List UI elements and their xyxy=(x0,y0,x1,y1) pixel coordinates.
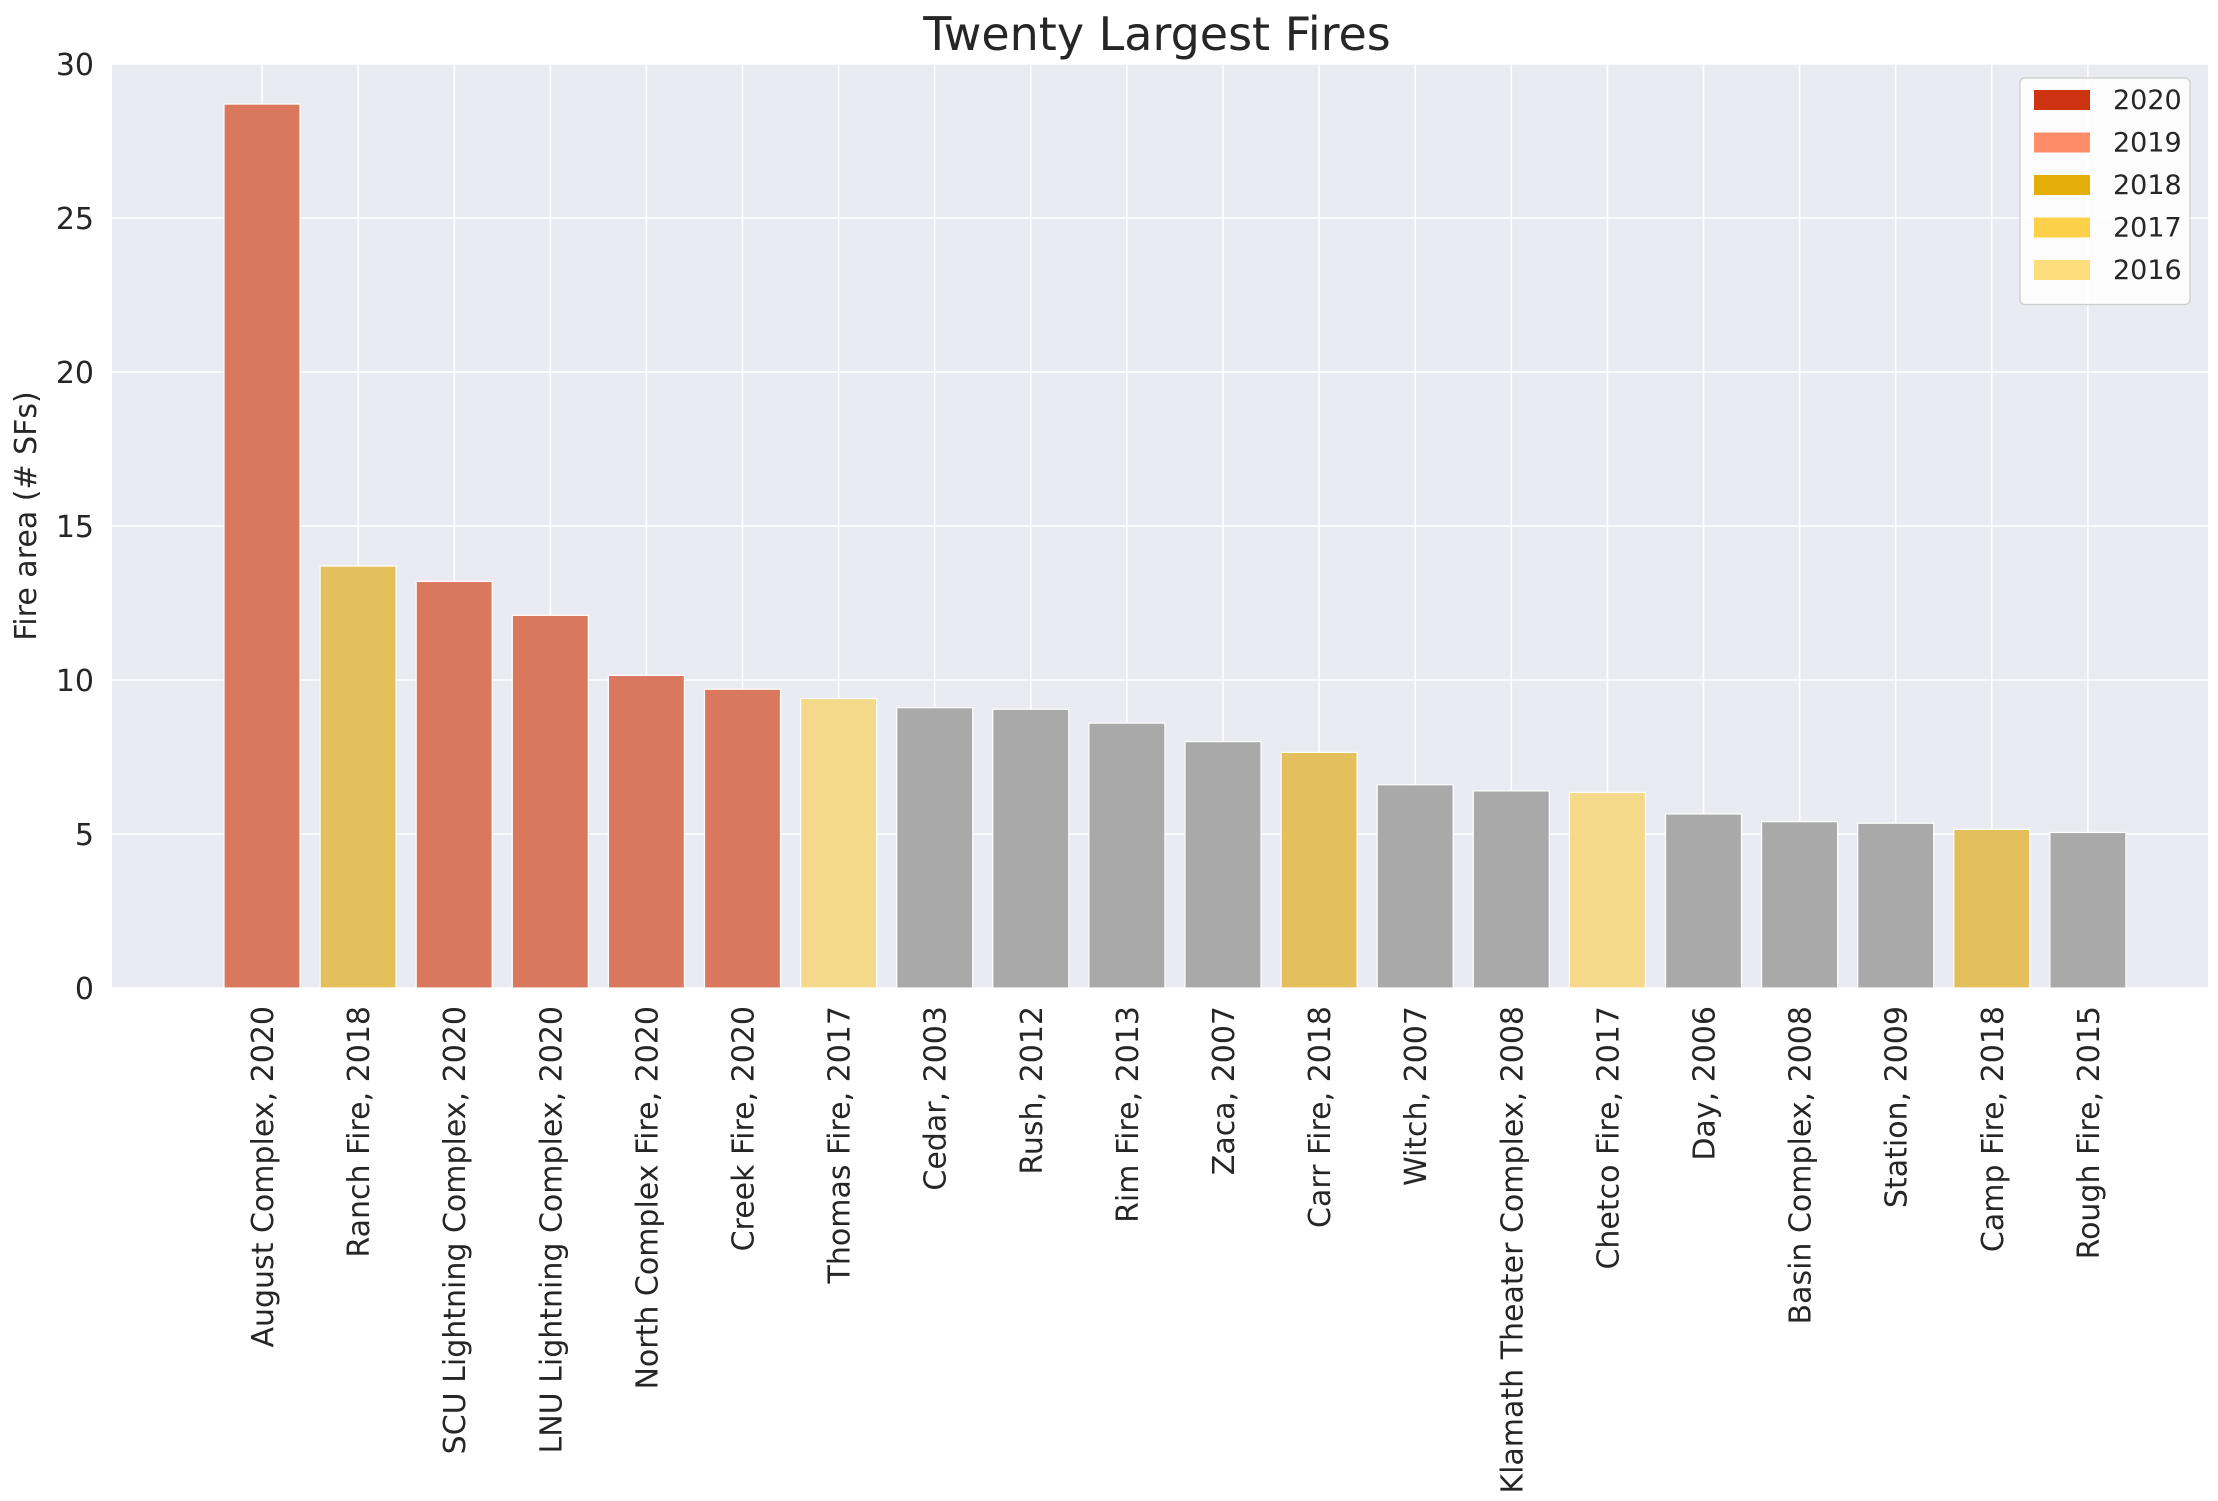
bar xyxy=(896,707,974,989)
bar xyxy=(1472,790,1550,989)
x-tick-label: North Complex Fire, 2020 xyxy=(630,1006,665,1390)
legend-swatch xyxy=(2034,260,2090,280)
bar xyxy=(799,697,878,989)
x-tick-label: Zaca, 2007 xyxy=(1207,1006,1242,1175)
x-tick-label: Chetco Fire, 2017 xyxy=(1591,1006,1626,1270)
y-tick-label: 0 xyxy=(75,972,94,1007)
bar xyxy=(511,614,589,989)
y-tick-label: 15 xyxy=(56,510,94,545)
y-tick-label: 20 xyxy=(56,356,94,391)
legend-label: 2019 xyxy=(2113,128,2182,159)
x-tick-label: Station, 2009 xyxy=(1880,1006,1915,1208)
x-tick-label: Camp Fire, 2018 xyxy=(1976,1006,2011,1252)
bar xyxy=(607,674,686,989)
bar xyxy=(1953,828,2031,989)
legend: 2020 2019 2018 2017 2016 xyxy=(2019,77,2191,306)
bar xyxy=(319,565,397,989)
x-axis-ticks: August Complex, 2020 Ranch Fire, 2018 SCU … xyxy=(246,1006,2107,1494)
bar xyxy=(2049,831,2127,989)
bar xyxy=(1280,751,1358,989)
chart-title: Twenty Largest Fires xyxy=(922,7,1391,61)
legend-label: 2018 xyxy=(2113,170,2182,201)
x-tick-label: SCU Lightning Complex, 2020 xyxy=(438,1006,473,1454)
y-tick-label: 5 xyxy=(75,818,94,853)
x-tick-label: Creek Fire, 2020 xyxy=(727,1006,762,1251)
y-tick-label: 25 xyxy=(56,202,94,237)
x-tick-label: Rough Fire, 2015 xyxy=(2072,1006,2107,1259)
legend-swatch xyxy=(2034,90,2090,110)
bar xyxy=(1376,784,1454,989)
x-tick-label: Rush, 2012 xyxy=(1015,1006,1050,1175)
bar xyxy=(703,688,782,989)
legend-label: 2020 xyxy=(2113,85,2182,116)
bar xyxy=(1088,722,1166,989)
x-tick-label: August Complex, 2020 xyxy=(246,1006,281,1348)
bar xyxy=(1857,822,1935,989)
y-tick-label: 10 xyxy=(56,664,94,699)
x-tick-label: Day, 2006 xyxy=(1688,1006,1723,1161)
legend-swatch xyxy=(2034,217,2090,238)
y-axis-ticks: 0 5 10 15 20 25 30 xyxy=(56,48,94,1007)
x-tick-label: Thomas Fire, 2017 xyxy=(823,1006,858,1284)
x-tick-label: Basin Complex, 2008 xyxy=(1784,1006,1819,1325)
x-tick-label: Klamath Theater Complex, 2008 xyxy=(1495,1006,1530,1494)
y-tick-label: 30 xyxy=(56,48,94,83)
bar xyxy=(1664,813,1743,989)
bar xyxy=(992,708,1070,989)
bar xyxy=(1568,791,1647,989)
legend-label: 2016 xyxy=(2113,255,2182,286)
legend-label: 2017 xyxy=(2113,213,2182,244)
x-tick-label: LNU Lightning Complex, 2020 xyxy=(534,1006,569,1453)
bars xyxy=(223,103,2127,989)
x-tick-label: Rim Fire, 2013 xyxy=(1111,1006,1146,1223)
bar xyxy=(1184,740,1262,989)
legend-swatch xyxy=(2034,175,2090,195)
legend-swatch xyxy=(2034,132,2090,153)
x-tick-label: Cedar, 2003 xyxy=(919,1006,954,1191)
x-tick-label: Carr Fire, 2018 xyxy=(1303,1006,1338,1228)
x-tick-label: Witch, 2007 xyxy=(1399,1006,1434,1186)
bar xyxy=(415,580,493,989)
y-axis-label: Fire area (# SFs) xyxy=(9,391,44,641)
bar xyxy=(223,103,301,989)
bar xyxy=(1760,821,1839,989)
x-tick-label: Ranch Fire, 2018 xyxy=(342,1006,377,1258)
